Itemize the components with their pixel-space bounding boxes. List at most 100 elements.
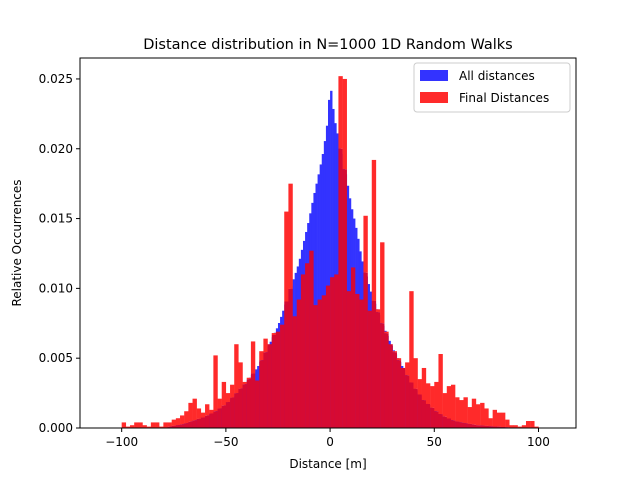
bar-all-distances bbox=[332, 108, 335, 428]
bar-final-distances-overlap bbox=[438, 414, 443, 428]
bar-final-distances-overlap bbox=[450, 420, 456, 428]
bar-final-distances bbox=[217, 398, 222, 409]
bar-final-distances-overlap bbox=[330, 277, 335, 428]
bar-final-distances bbox=[488, 418, 493, 427]
bar-final-distances bbox=[505, 419, 510, 428]
x-tick-label: −50 bbox=[213, 435, 238, 449]
bar-final-distances bbox=[242, 381, 247, 385]
bar-final-distances-overlap bbox=[230, 397, 235, 428]
bar-final-distances-overlap bbox=[300, 274, 306, 428]
bar-final-distances-overlap bbox=[196, 418, 202, 428]
bar-final-distances-overlap bbox=[446, 418, 452, 428]
bar-final-distances bbox=[450, 384, 456, 421]
bar-final-distances-overlap bbox=[455, 421, 460, 428]
bar-final-distances-overlap bbox=[480, 425, 485, 428]
bar-final-distances bbox=[375, 309, 381, 313]
bar-final-distances bbox=[200, 412, 206, 418]
bar-final-distances bbox=[396, 358, 402, 361]
bar-final-distances-overlap bbox=[188, 421, 193, 428]
bar-final-distances-overlap bbox=[388, 344, 393, 428]
bar-final-distances-overlap bbox=[246, 379, 252, 428]
legend-swatch-final-distances bbox=[420, 92, 448, 103]
bar-final-distances-overlap bbox=[288, 288, 293, 428]
bar-final-distances-overlap bbox=[346, 291, 352, 428]
bar-final-distances bbox=[525, 421, 531, 428]
bar-final-distances-overlap bbox=[217, 408, 222, 428]
bar-final-distances-overlap bbox=[305, 263, 310, 428]
bar-final-distances bbox=[446, 386, 452, 419]
bar-final-distances-overlap bbox=[175, 425, 181, 428]
bar-final-distances bbox=[150, 422, 156, 428]
bar-final-distances bbox=[263, 338, 268, 353]
x-axis-label: Distance [m] bbox=[289, 457, 366, 471]
bar-final-distances-overlap bbox=[221, 405, 227, 428]
bar-final-distances bbox=[475, 404, 481, 426]
bar-all-distances bbox=[319, 164, 323, 428]
bar-final-distances-overlap bbox=[430, 407, 435, 428]
bar-final-distances-overlap bbox=[184, 423, 189, 428]
x-tick-label: 0 bbox=[326, 435, 334, 449]
bar-final-distances bbox=[417, 379, 422, 395]
bar-final-distances-overlap bbox=[280, 324, 285, 428]
bar-final-distances-overlap bbox=[209, 413, 214, 428]
bar-final-distances-overlap bbox=[167, 426, 172, 428]
bar-final-distances-overlap bbox=[225, 402, 231, 428]
bar-final-distances-overlap bbox=[384, 333, 389, 428]
bar-final-distances-overlap bbox=[405, 375, 410, 428]
bar-final-distances bbox=[284, 211, 289, 302]
bar-all-distances bbox=[323, 141, 327, 428]
bar-final-distances bbox=[121, 422, 127, 428]
bar-final-distances-overlap bbox=[421, 400, 427, 428]
bar-final-distances-overlap bbox=[267, 344, 272, 428]
y-axis-label: Relative Occurrences bbox=[10, 179, 24, 306]
chart-title: Distance distribution in N=1000 1D Rando… bbox=[143, 37, 513, 53]
bar-final-distances bbox=[230, 384, 235, 398]
bar-final-distances-overlap bbox=[459, 422, 464, 428]
bar-final-distances-overlap bbox=[442, 416, 447, 428]
bar-final-distances bbox=[188, 402, 193, 422]
bar-final-distances bbox=[246, 377, 252, 380]
bar-all-distances bbox=[321, 153, 325, 428]
bar-final-distances-overlap bbox=[342, 169, 347, 428]
bar-final-distances bbox=[171, 419, 177, 426]
bar-final-distances bbox=[392, 351, 397, 353]
bar-final-distances-overlap bbox=[409, 382, 414, 428]
bar-final-distances bbox=[517, 426, 523, 428]
bar-final-distances bbox=[521, 425, 527, 428]
legend-swatch-all-distances bbox=[420, 70, 448, 81]
bar-final-distances bbox=[234, 344, 239, 394]
y-tick-label: 0.000 bbox=[39, 421, 73, 435]
bar-final-distances-overlap bbox=[488, 426, 493, 428]
bar-final-distances bbox=[413, 358, 418, 389]
bar-final-distances-overlap bbox=[242, 384, 247, 428]
x-tick-label: −100 bbox=[105, 435, 138, 449]
bar-all-distances bbox=[325, 125, 329, 428]
bar-final-distances bbox=[209, 409, 214, 414]
bar-final-distances bbox=[513, 425, 518, 428]
bar-final-distances-overlap bbox=[309, 250, 314, 428]
bar-final-distances-overlap bbox=[367, 310, 372, 428]
legend-box bbox=[413, 62, 571, 113]
bar-final-distances bbox=[167, 422, 172, 427]
bar-final-distances bbox=[438, 354, 443, 415]
bar-final-distances-overlap bbox=[200, 417, 206, 428]
bar-final-distances bbox=[455, 397, 460, 422]
bar-final-distances-overlap bbox=[255, 380, 260, 428]
bar-final-distances-overlap bbox=[334, 274, 339, 428]
bar-final-distances-overlap bbox=[371, 300, 377, 428]
bar-final-distances bbox=[405, 362, 410, 376]
bar-final-distances bbox=[213, 355, 218, 412]
bar-final-distances-overlap bbox=[463, 423, 468, 428]
bar-final-distances-overlap bbox=[263, 352, 268, 428]
bar-final-distances bbox=[421, 367, 427, 401]
bar-final-distances bbox=[530, 421, 535, 428]
bar-final-distances bbox=[259, 351, 264, 361]
bar-final-distances bbox=[180, 415, 185, 425]
bar-final-distances-overlap bbox=[250, 373, 256, 428]
bar-final-distances bbox=[134, 422, 139, 428]
y-tick-label: 0.020 bbox=[39, 142, 73, 156]
y-tick-label: 0.015 bbox=[39, 212, 73, 226]
bar-final-distances-overlap bbox=[213, 411, 218, 428]
bar-final-distances-overlap bbox=[325, 285, 331, 428]
bar-final-distances bbox=[500, 412, 506, 428]
